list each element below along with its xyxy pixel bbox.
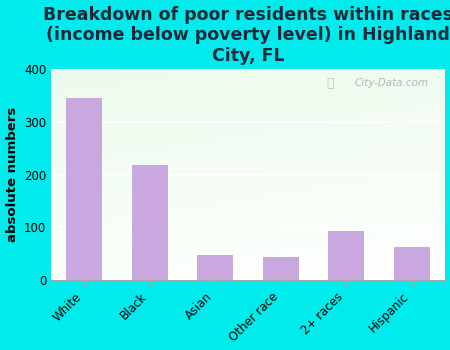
Text: ⓘ: ⓘ	[327, 77, 334, 90]
Text: City-Data.com: City-Data.com	[355, 78, 429, 88]
Title: Breakdown of poor residents within races
(income below poverty level) in Highlan: Breakdown of poor residents within races…	[43, 6, 450, 65]
Bar	[131, 165, 167, 280]
Bar	[328, 231, 364, 280]
Y-axis label: absolute numbers: absolute numbers	[5, 107, 18, 243]
Bar	[197, 255, 233, 280]
Bar	[263, 257, 299, 280]
Bar	[394, 247, 430, 280]
Bar	[66, 98, 102, 280]
